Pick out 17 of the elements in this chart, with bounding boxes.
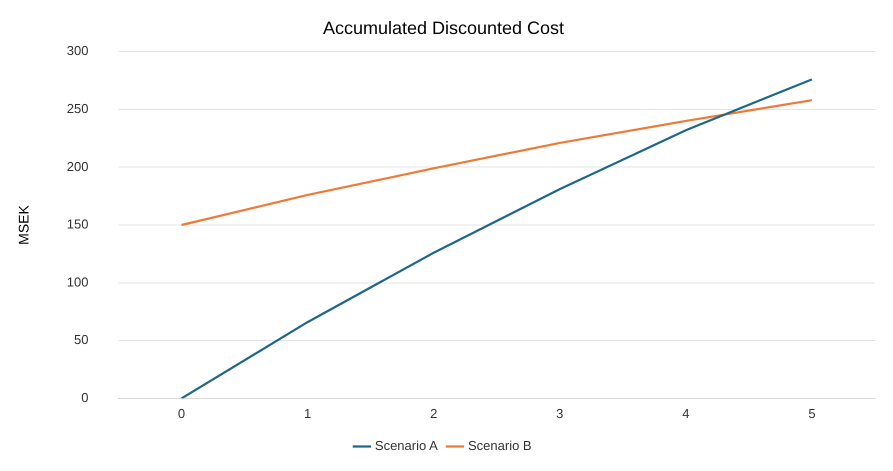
x-tick-label: 4	[682, 406, 690, 421]
y-tick-label: 50	[74, 332, 88, 348]
y-tick-label: 250	[66, 100, 88, 116]
y-tick-label: 150	[66, 216, 88, 232]
y-tick-label: 200	[66, 158, 88, 174]
legend-label: Scenario A	[374, 438, 438, 454]
x-tick-label: 5	[808, 406, 816, 421]
x-tick-label: 3	[556, 406, 564, 421]
x-tick-label: 0	[178, 406, 186, 421]
y-axis-title: MSEK	[15, 204, 32, 245]
x-tick-label: 2	[430, 406, 438, 421]
x-tick-label: 1	[304, 406, 312, 421]
y-tick-label: 100	[66, 274, 88, 290]
chart-title: Accumulated Discounted Cost	[322, 18, 564, 38]
y-tick-label: 0	[81, 390, 88, 405]
y-tick-label: 300	[66, 43, 88, 58]
legend-label: Scenario B	[468, 438, 532, 454]
